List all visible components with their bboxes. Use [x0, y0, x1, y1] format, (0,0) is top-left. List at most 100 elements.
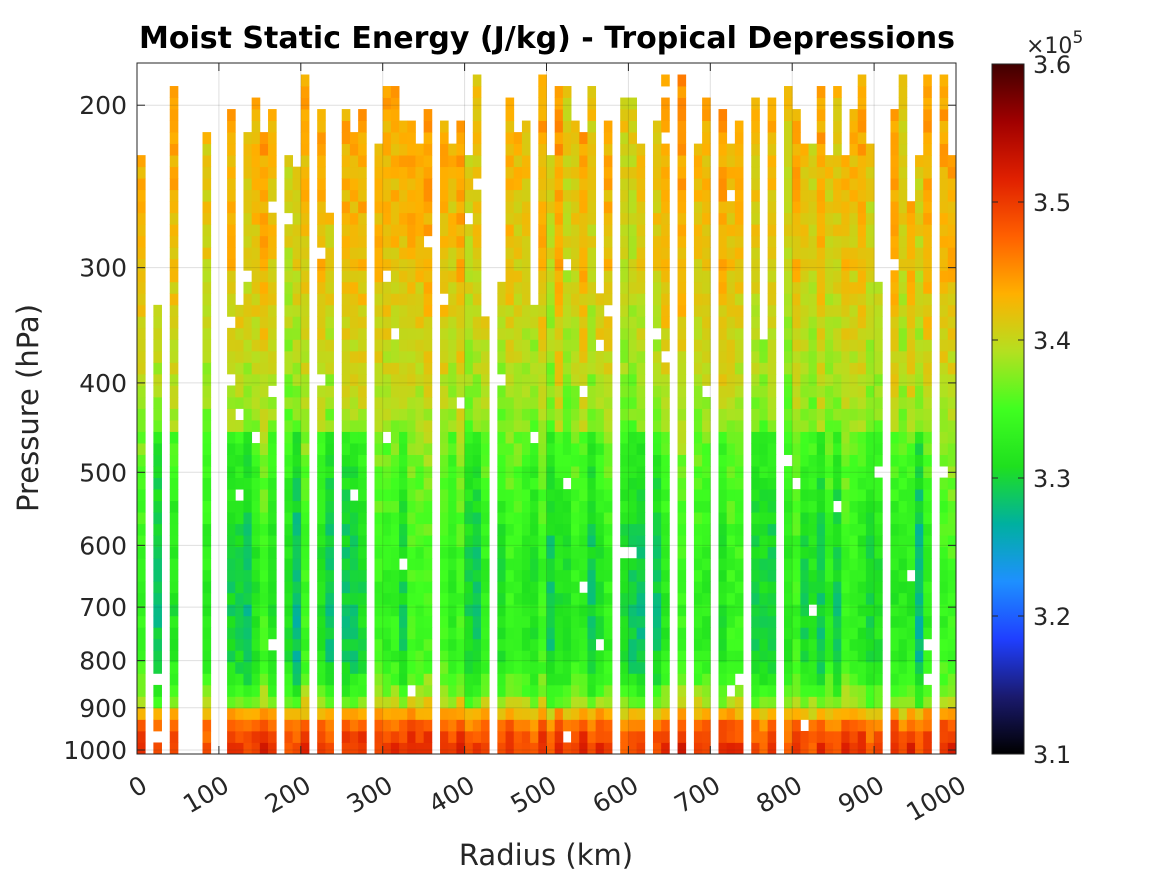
- heatmap-cell: [423, 661, 433, 674]
- heatmap-cell: [751, 270, 760, 283]
- heatmap-cell: [243, 293, 253, 306]
- heatmap-cell: [792, 316, 801, 329]
- heatmap-cell: [652, 304, 662, 317]
- heatmap-cell: [382, 373, 392, 386]
- heatmap-cell: [652, 293, 662, 306]
- heatmap-cell: [628, 535, 637, 548]
- heatmap-cell: [939, 627, 949, 640]
- heatmap-cell: [521, 420, 531, 432]
- heatmap-cell: [571, 258, 580, 271]
- heatmap-cell: [202, 707, 212, 720]
- heatmap-cell: [390, 569, 400, 582]
- heatmap-cell: [407, 500, 416, 513]
- heatmap-cell: [587, 224, 597, 237]
- heatmap-cell: [300, 454, 310, 467]
- heatmap-cell: [824, 696, 834, 709]
- heatmap-cell: [530, 523, 539, 536]
- y-axis-label: Pressure (hPa): [11, 304, 45, 512]
- heatmap-cell: [751, 420, 760, 432]
- heatmap-cell: [497, 581, 506, 594]
- heatmap-cell: [571, 742, 580, 755]
- heatmap-cell: [169, 569, 179, 582]
- heatmap-cell: [341, 684, 351, 697]
- heatmap-cell: [849, 604, 859, 617]
- heatmap-cell: [227, 270, 236, 283]
- heatmap-cell: [202, 546, 212, 559]
- heatmap-cell: [202, 201, 212, 214]
- heatmap-cell: [268, 684, 277, 697]
- heatmap-cell: [652, 592, 662, 605]
- heatmap-cell: [677, 719, 687, 732]
- heatmap-cell: [833, 155, 842, 168]
- heatmap-cell: [800, 730, 809, 743]
- heatmap-cell: [620, 316, 629, 329]
- heatmap-cell: [939, 569, 949, 582]
- heatmap-cell: [169, 650, 179, 663]
- heatmap-cell: [906, 420, 916, 432]
- heatmap-cell: [906, 396, 916, 409]
- heatmap-cell: [423, 120, 433, 133]
- heatmap-cell: [497, 420, 506, 432]
- heatmap-cell: [652, 408, 662, 421]
- heatmap-cell: [890, 489, 900, 502]
- heatmap-cell: [816, 97, 826, 110]
- heatmap-cell: [407, 730, 416, 743]
- heatmap-cell: [382, 638, 392, 651]
- heatmap-cell: [202, 420, 212, 432]
- heatmap-cell: [874, 730, 883, 743]
- heatmap-cell: [235, 696, 244, 709]
- heatmap-cell: [513, 489, 523, 502]
- heatmap-cell: [792, 431, 801, 444]
- x-tick-label: 700: [669, 770, 725, 819]
- heatmap-cell: [800, 235, 809, 248]
- heatmap-cell: [382, 247, 392, 260]
- heatmap-cell: [341, 742, 351, 755]
- heatmap-cell: [513, 673, 523, 686]
- heatmap-cell: [800, 696, 809, 709]
- heatmap-cell: [857, 86, 867, 98]
- heatmap-cell: [923, 719, 932, 732]
- heatmap-cell: [571, 512, 580, 525]
- heatmap-cell: [792, 581, 801, 594]
- heatmap-cell: [243, 443, 253, 455]
- heatmap-cell: [808, 558, 818, 571]
- heatmap-cell: [636, 293, 646, 306]
- heatmap-cell: [538, 339, 547, 352]
- heatmap-cell: [603, 581, 613, 594]
- heatmap-cell: [857, 201, 867, 214]
- heatmap-cell: [652, 650, 662, 663]
- heatmap-cell: [317, 627, 326, 640]
- heatmap-cell: [923, 627, 932, 640]
- heatmap-cell: [440, 396, 449, 409]
- heatmap-cell: [906, 719, 916, 732]
- heatmap-cell: [390, 454, 400, 467]
- heatmap-cell: [759, 592, 769, 605]
- heatmap-cell: [440, 339, 449, 352]
- heatmap-cell: [841, 362, 850, 375]
- heatmap-cell: [915, 293, 924, 306]
- heatmap-cell: [415, 270, 425, 283]
- heatmap-cell: [693, 604, 703, 617]
- heatmap-cell: [857, 604, 867, 617]
- heatmap-cell: [415, 201, 425, 214]
- heatmap-cell: [898, 535, 908, 548]
- heatmap-cell: [661, 604, 670, 617]
- heatmap-cell: [726, 293, 736, 306]
- heatmap-cell: [661, 558, 670, 571]
- heatmap-cell: [440, 500, 449, 513]
- heatmap-cell: [292, 189, 302, 202]
- heatmap-cell: [759, 408, 769, 421]
- heatmap-cell: [227, 247, 236, 260]
- heatmap-cell: [652, 604, 662, 617]
- heatmap-cell: [505, 155, 515, 168]
- heatmap-cell: [652, 466, 662, 478]
- heatmap-cell: [456, 178, 465, 191]
- heatmap-cell: [169, 270, 179, 283]
- heatmap-cell: [202, 627, 212, 640]
- heatmap-cell: [824, 178, 834, 191]
- heatmap-cell: [816, 316, 826, 329]
- heatmap-cell: [325, 270, 334, 283]
- heatmap-cell: [513, 431, 523, 444]
- heatmap-cell: [317, 604, 326, 617]
- heatmap-cell: [137, 477, 146, 490]
